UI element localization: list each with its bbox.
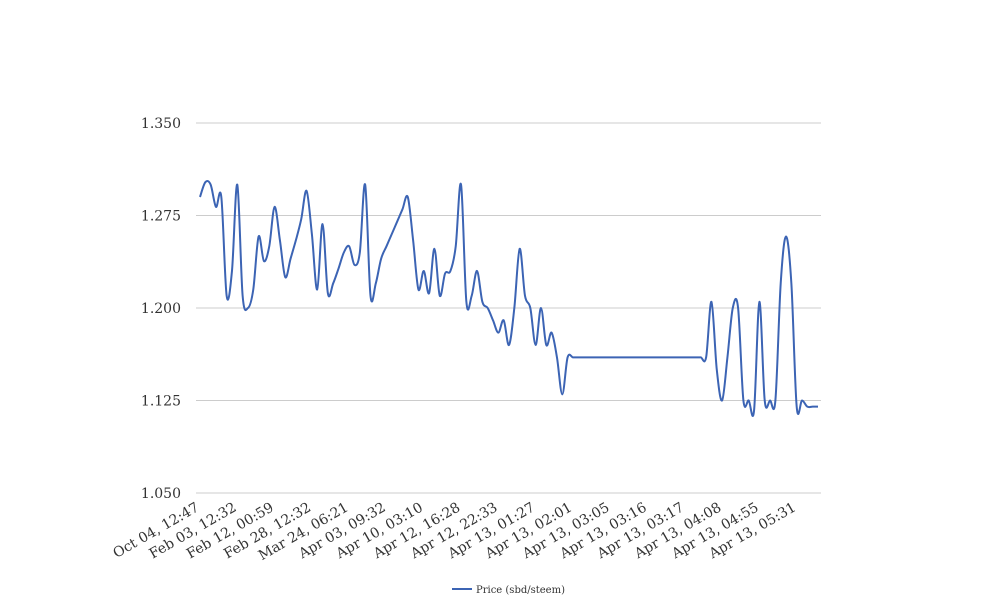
gridlines xyxy=(196,122,821,494)
y-tick-label: 1.200 xyxy=(141,301,181,317)
y-tick-label: 1.350 xyxy=(141,116,181,132)
y-tick-label: 1.275 xyxy=(141,209,181,225)
series-line-price xyxy=(199,180,818,417)
y-axis-tick-labels: 1.050 1.125 1.200 1.275 1.350 xyxy=(141,116,181,502)
y-tick-label: 1.125 xyxy=(141,394,181,410)
legend: Price (sbd/steem) xyxy=(452,585,565,596)
series-group xyxy=(199,180,818,417)
y-tick-label: 1.050 xyxy=(141,486,181,502)
legend-label: Price (sbd/steem) xyxy=(476,585,565,596)
